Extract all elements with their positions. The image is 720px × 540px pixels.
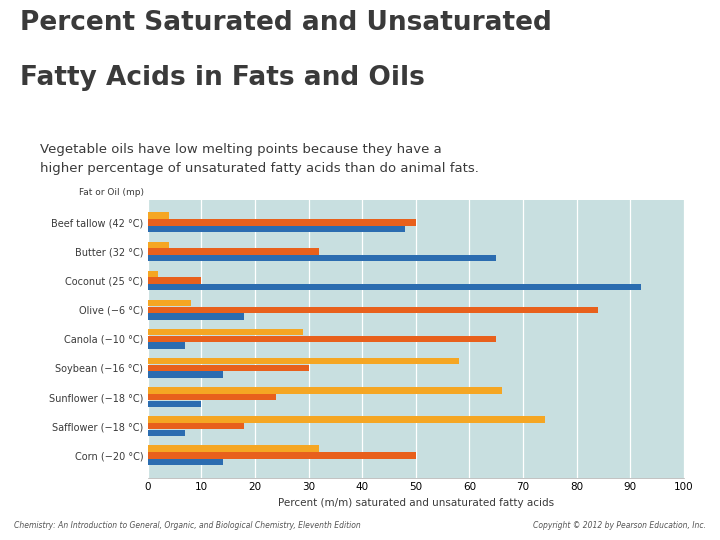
X-axis label: Percent (m/m) saturated and unsaturated fatty acids: Percent (m/m) saturated and unsaturated … bbox=[278, 498, 554, 508]
Text: Copyright © 2012 by Pearson Education, Inc.: Copyright © 2012 by Pearson Education, I… bbox=[533, 521, 706, 530]
Bar bbox=[148, 278, 202, 284]
Bar bbox=[148, 446, 319, 452]
Text: Vegetable oils have low melting points because they have a
higher percentage of : Vegetable oils have low melting points b… bbox=[40, 143, 479, 175]
Bar bbox=[148, 358, 459, 365]
Bar bbox=[148, 423, 244, 429]
Bar bbox=[148, 387, 502, 394]
Bar bbox=[148, 226, 405, 232]
Bar bbox=[148, 459, 222, 465]
Bar bbox=[148, 313, 244, 320]
Text: Percent Saturated and Unsaturated: Percent Saturated and Unsaturated bbox=[20, 10, 552, 36]
Bar bbox=[148, 284, 641, 291]
Bar bbox=[148, 336, 496, 342]
Bar bbox=[148, 212, 169, 219]
Bar bbox=[148, 329, 303, 335]
Bar bbox=[148, 342, 185, 349]
Legend: Polyunsaturated, Monounsaturated, Saturated: Polyunsaturated, Monounsaturated, Satura… bbox=[251, 538, 581, 540]
Bar bbox=[148, 241, 169, 248]
Bar bbox=[148, 401, 202, 407]
Bar bbox=[148, 394, 276, 400]
Text: Fat or Oil (mp): Fat or Oil (mp) bbox=[79, 188, 144, 197]
Text: Fatty Acids in Fats and Oils: Fatty Acids in Fats and Oils bbox=[20, 65, 425, 91]
Bar bbox=[148, 248, 319, 255]
Text: 12: 12 bbox=[7, 131, 23, 140]
Bar bbox=[148, 372, 222, 378]
Bar bbox=[148, 416, 544, 423]
Bar bbox=[148, 307, 598, 313]
Bar bbox=[148, 219, 416, 226]
Bar bbox=[148, 300, 191, 306]
Bar bbox=[148, 271, 158, 277]
Text: Chemistry: An Introduction to General, Organic, and Biological Chemistry, Eleven: Chemistry: An Introduction to General, O… bbox=[14, 521, 361, 530]
Bar bbox=[148, 255, 496, 261]
Bar bbox=[148, 365, 308, 371]
Bar bbox=[148, 430, 185, 436]
Bar bbox=[148, 452, 416, 458]
